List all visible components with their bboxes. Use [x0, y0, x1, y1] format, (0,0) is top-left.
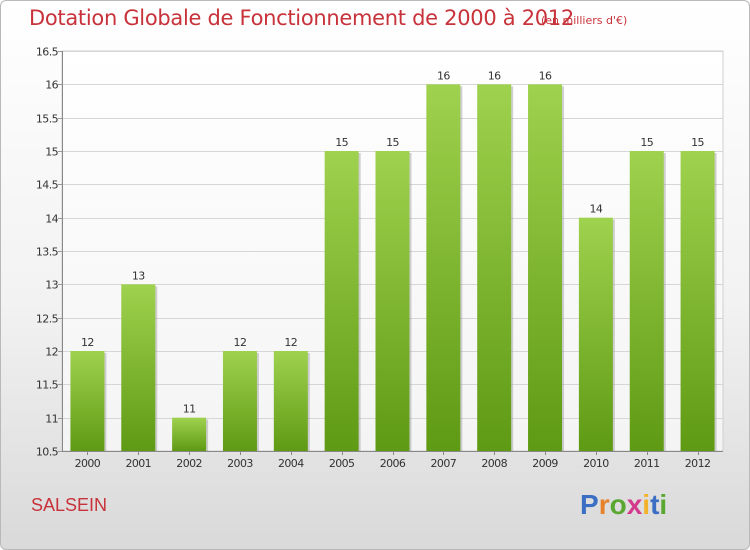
y-tick-label: 16.5 [36, 46, 59, 59]
y-tick-label: 12 [45, 346, 58, 359]
commune-name: SALSEIN [31, 495, 108, 515]
bar [273, 351, 308, 451]
x-tick-label: 2000 [75, 457, 101, 470]
y-tick-label: 15.5 [36, 113, 59, 126]
bar-value-label: 13 [132, 269, 145, 282]
y-tick-label: 14.5 [36, 179, 59, 192]
x-tick-label: 2003 [227, 457, 253, 470]
x-tick-label: 2002 [176, 457, 202, 470]
x-tick-label: 2005 [329, 457, 355, 470]
logo-letter: P [580, 489, 599, 520]
y-tick-label: 12.5 [36, 313, 59, 326]
y-tick-label: 10.5 [36, 446, 59, 459]
x-tick-label: 2007 [431, 457, 457, 470]
bar [629, 151, 664, 451]
y-tick-label: 13.5 [36, 246, 59, 259]
bar [578, 217, 613, 451]
y-tick-label: 11.5 [36, 379, 59, 392]
bar-value-label: 16 [539, 69, 552, 82]
bar [477, 84, 512, 451]
bar-value-label: 15 [335, 136, 348, 149]
bar-value-label: 12 [284, 336, 297, 349]
logo-letter: o [609, 489, 627, 520]
x-tick-label: 2011 [634, 457, 660, 470]
chart-subtitle: (en milliers d'€) [541, 14, 628, 27]
x-tick-label: 2006 [380, 457, 406, 470]
bar [528, 84, 563, 451]
bar [426, 84, 461, 451]
logo-letter: t [650, 489, 660, 520]
y-tick-label: 13 [45, 279, 58, 292]
bar-value-label: 15 [640, 136, 653, 149]
x-tick-label: 2001 [125, 457, 151, 470]
bar-value-label: 11 [183, 403, 196, 416]
logo-letter: x [626, 489, 643, 520]
bar [70, 351, 105, 451]
bar [375, 151, 410, 451]
bar-value-label: 16 [488, 69, 501, 82]
y-tick-label: 16 [45, 79, 58, 92]
bar [172, 417, 207, 451]
logo-letter: i [642, 489, 651, 520]
bar-value-label: 12 [234, 336, 247, 349]
x-tick-label: 2010 [583, 457, 609, 470]
bar-value-label: 15 [386, 136, 399, 149]
bar [222, 351, 257, 451]
bar-value-label: 15 [691, 136, 704, 149]
bar [680, 151, 715, 451]
logo-letter: i [659, 489, 668, 520]
x-tick-label: 2012 [685, 457, 711, 470]
x-tick-label: 2008 [481, 457, 507, 470]
x-tick-label: 2009 [532, 457, 558, 470]
x-tick-label: 2004 [278, 457, 304, 470]
bar-value-label: 12 [81, 336, 94, 349]
bar [324, 151, 359, 451]
proxiti-logo[interactable]: Proxiti [580, 489, 667, 521]
logo-letter: r [598, 489, 610, 520]
y-tick-label: 15 [45, 146, 58, 159]
bar [121, 284, 156, 451]
bar-value-label: 14 [589, 203, 602, 216]
y-tick-label: 11 [45, 413, 58, 426]
y-tick-label: 14 [45, 213, 58, 226]
chart-title: Dotation Globale de Fonctionnement de 20… [29, 6, 574, 30]
bar-value-label: 16 [437, 69, 450, 82]
